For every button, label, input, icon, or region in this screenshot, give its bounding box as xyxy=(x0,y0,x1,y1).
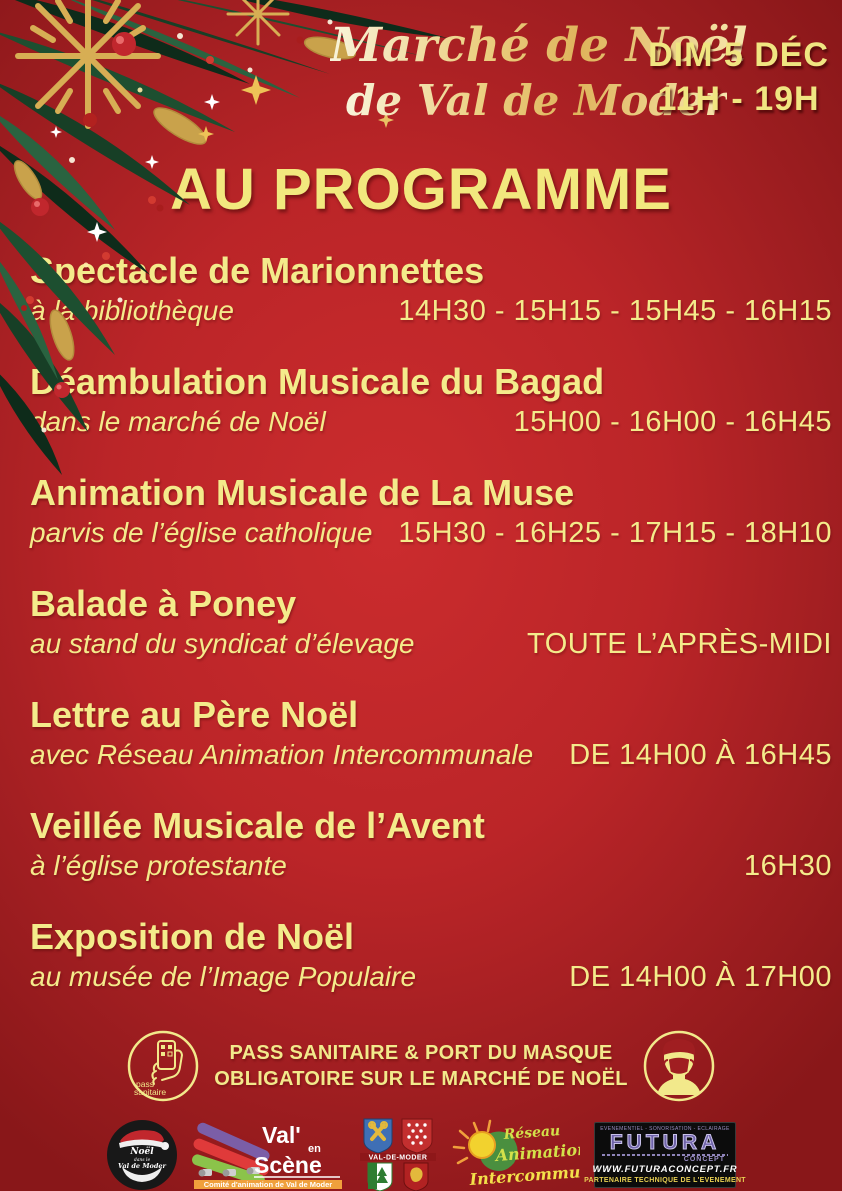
svg-text:Val de Moder: Val de Moder xyxy=(118,1162,167,1170)
futura-concept-label: CONCEPT xyxy=(683,1156,725,1163)
svg-text:en: en xyxy=(308,1143,321,1155)
health-notice-text: PASS SANITAIRE & PORT DU MASQUE OBLIGATO… xyxy=(214,1040,628,1092)
event-location: à la bibliothèque xyxy=(30,295,234,326)
event-location: avec Réseau Animation Intercommunale xyxy=(30,739,534,770)
logo-val-de-moder-coat-of-arms: VAL-DE-MODER xyxy=(360,1118,436,1191)
event-date: DIM 5 DÉC xyxy=(648,36,829,74)
event-name: Animation Musicale de La Muse xyxy=(30,472,575,513)
event-location: au stand du syndicat d’élevage xyxy=(30,628,415,659)
pass-sanitaire-icon: pass sanitaire xyxy=(127,1030,199,1102)
event-name: Exposition de Noël xyxy=(30,916,355,957)
event-location: parvis de l’église catholique xyxy=(30,517,373,548)
program-item: Lettre au Père Noël avec Réseau Animatio… xyxy=(30,693,832,773)
event-name: Veillée Musicale de l’Avent xyxy=(30,805,485,846)
event-times: DE 14H00 À 17H00 xyxy=(569,961,832,993)
event-location: dans le marché de Noël xyxy=(30,406,326,437)
program-item: Spectacle de Marionnettes à la bibliothè… xyxy=(30,249,832,329)
logo-noel-val-de-moder: Noël dans le Val de Moder xyxy=(107,1120,177,1190)
svg-text:Scène: Scène xyxy=(254,1152,322,1178)
program-item: Veillée Musicale de l’Avent à l’église p… xyxy=(30,804,832,884)
page-title: AU PROGRAMME xyxy=(170,157,672,222)
health-notice-line1: PASS SANITAIRE & PORT DU MASQUE xyxy=(229,1042,613,1064)
event-location: à l’église protestante xyxy=(30,850,287,881)
futura-stripes xyxy=(602,1154,728,1156)
event-name: Spectacle de Marionnettes xyxy=(30,250,485,291)
program-item: Animation Musicale de La Muse parvis de … xyxy=(30,471,832,551)
event-name: Balade à Poney xyxy=(30,583,297,624)
event-hours: 11H - 19H xyxy=(657,80,820,118)
futura-services: EVENEMENTIEL - SONORISATION - ECLAIRAGE xyxy=(600,1126,730,1132)
event-date-block: DIM 5 DÉC 11H - 19H xyxy=(648,33,829,121)
logo-val-en-scene: Val' en Scène Comité d'animation de Val … xyxy=(192,1122,342,1189)
event-times: 15H30 - 16H25 - 17H15 - 18H10 xyxy=(398,517,832,549)
svg-text:Réseau: Réseau xyxy=(502,1123,561,1143)
mask-icon xyxy=(643,1030,715,1102)
svg-text:pass: pass xyxy=(136,1079,154,1089)
health-notice-line2: OBLIGATOIRE SUR LE MARCHÉ DE NOËL xyxy=(214,1068,628,1090)
event-times: TOUTE L’APRÈS-MIDI xyxy=(527,628,832,660)
event-times: 14H30 - 15H15 - 15H45 - 16H15 xyxy=(398,295,832,327)
poster-header: Marché de Noël de Val de Moder DIM 5 DÉC… xyxy=(0,0,842,150)
svg-text:dans le: dans le xyxy=(134,1157,151,1163)
event-title-line1: Marché de Noël xyxy=(330,18,748,73)
logo-reseau-animation-intercommunale: Réseau Animation Intercommunale xyxy=(452,1119,580,1189)
event-name: Déambulation Musicale du Bagad xyxy=(30,361,605,402)
futura-url: WWW.FUTURACONCEPT.FR xyxy=(592,1164,738,1175)
svg-text:Comité d'animation de Val de M: Comité d'animation de Val de Moder xyxy=(204,1180,333,1189)
program-item: Déambulation Musicale du Bagad dans le m… xyxy=(30,360,832,440)
futura-tagline: PARTENAIRE TECHNIQUE DE L'EVENEMENT xyxy=(584,1177,746,1184)
program-item: Exposition de Noël au musée de l’Image P… xyxy=(30,915,832,995)
svg-text:Val': Val' xyxy=(262,1122,301,1148)
event-location: au musée de l’Image Populaire xyxy=(30,961,417,992)
event-times: 16H30 xyxy=(744,850,832,882)
svg-text:Noël: Noël xyxy=(129,1146,154,1157)
event-title-line2: de Val de Moder xyxy=(346,76,727,125)
event-times: 15H00 - 16H00 - 16H45 xyxy=(513,406,832,438)
event-times: DE 14H00 À 16H45 xyxy=(569,739,832,771)
program-list: Spectacle de Marionnettes à la bibliothè… xyxy=(0,225,842,995)
program-item: Balade à Poney au stand du syndicat d’él… xyxy=(30,582,832,662)
futura-name: FUTURA xyxy=(609,1131,721,1154)
logo-futura-concept: EVENEMENTIEL - SONORISATION - ECLAIRAGE … xyxy=(584,1122,746,1188)
event-name: Lettre au Père Noël xyxy=(30,694,359,735)
logos-bar: Noël dans le Val de Moder Val' en Scène … xyxy=(0,1116,842,1191)
health-notice: pass sanitaire PASS SANITAIRE & PORT DU … xyxy=(0,1026,842,1106)
svg-text:VAL-DE-MODER: VAL-DE-MODER xyxy=(369,1155,428,1162)
svg-text:sanitaire: sanitaire xyxy=(134,1087,166,1097)
